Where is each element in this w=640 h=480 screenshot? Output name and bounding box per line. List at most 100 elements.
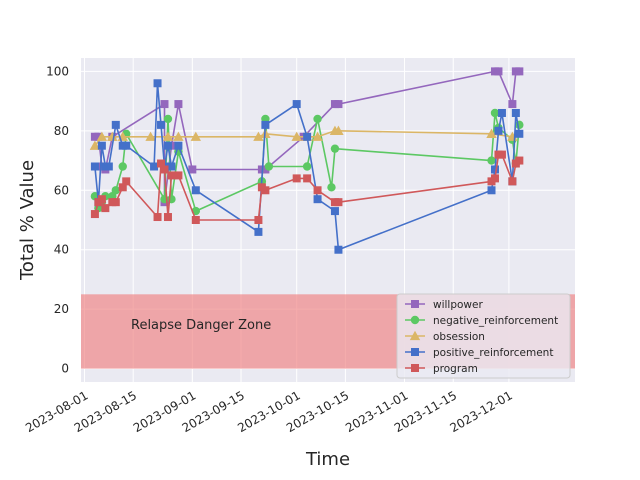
data-point-program xyxy=(334,198,343,207)
data-point-program xyxy=(191,216,200,224)
data-point-positive_reinforcement xyxy=(497,108,506,117)
legend-entry-obsession: obsession xyxy=(433,331,485,343)
legend-entry-positive_reinforcement: positive_reinforcement xyxy=(433,347,553,359)
series-layer xyxy=(89,67,524,254)
legend-entry-program: program xyxy=(433,363,478,375)
data-point-willpower xyxy=(188,165,197,174)
data-point-willpower xyxy=(508,100,517,109)
data-point-program xyxy=(292,174,301,183)
x-tick-label: 2023-12-01 xyxy=(447,388,514,435)
data-point-negative_reinforcement xyxy=(327,183,336,192)
data-point-positive_reinforcement xyxy=(97,141,106,150)
data-point-program xyxy=(515,156,524,165)
data-point-obsession xyxy=(107,131,118,141)
data-point-program xyxy=(303,174,312,183)
data-point-negative_reinforcement xyxy=(313,114,322,124)
data-point-obsession xyxy=(89,140,101,150)
data-point-negative_reinforcement xyxy=(118,162,127,171)
danger-zone-label: Relapse Danger Zone xyxy=(131,318,271,333)
data-point-program xyxy=(508,177,517,186)
data-point-positive_reinforcement xyxy=(511,108,520,117)
data-point-positive_reinforcement xyxy=(167,162,176,171)
data-point-negative_reinforcement xyxy=(111,186,120,195)
data-point-positive_reinforcement xyxy=(261,120,270,129)
data-point-willpower xyxy=(174,100,183,109)
data-point-obsession xyxy=(291,131,302,141)
data-point-program xyxy=(153,213,162,222)
legend-box xyxy=(396,293,571,379)
data-point-willpower xyxy=(261,165,270,174)
y-tick-label: 40 xyxy=(54,243,69,257)
data-point-program xyxy=(101,204,110,213)
legend-marker-negative_reinforcement xyxy=(410,315,420,325)
data-point-obsession xyxy=(96,131,108,141)
data-point-program xyxy=(490,174,499,183)
data-point-willpower xyxy=(94,132,103,141)
data-point-negative_reinforcement xyxy=(163,114,173,124)
data-point-obsession xyxy=(312,131,323,141)
y-axis-label: Total % Value xyxy=(17,160,38,281)
legend-marker-willpower xyxy=(411,300,419,308)
data-point-negative_reinforcement xyxy=(302,162,312,171)
data-point-positive_reinforcement xyxy=(157,120,166,129)
data-point-positive_reinforcement xyxy=(90,162,99,171)
data-point-program xyxy=(261,186,270,195)
y-tick-label: 20 xyxy=(54,302,69,316)
data-point-willpower xyxy=(494,67,503,76)
data-point-obsession xyxy=(253,131,264,141)
data-point-program xyxy=(90,210,99,219)
data-point-positive_reinforcement xyxy=(303,132,312,141)
data-point-positive_reinforcement xyxy=(191,186,200,195)
data-point-negative_reinforcement xyxy=(264,162,274,171)
data-point-positive_reinforcement xyxy=(163,141,172,150)
data-point-positive_reinforcement xyxy=(122,141,131,150)
data-point-obsession xyxy=(162,131,174,141)
y-tick-label: 100 xyxy=(46,64,69,78)
y-tick-label: 80 xyxy=(54,124,69,138)
data-point-positive_reinforcement xyxy=(515,129,524,138)
data-point-positive_reinforcement xyxy=(313,195,322,204)
data-point-negative_reinforcement xyxy=(487,156,496,165)
legend-marker-positive_reinforcement xyxy=(411,348,419,356)
y-tick-label: 0 xyxy=(61,362,69,376)
data-point-willpower xyxy=(160,100,169,109)
data-point-positive_reinforcement xyxy=(150,162,159,171)
series-program xyxy=(90,150,524,224)
data-point-obsession xyxy=(486,128,497,138)
data-point-program xyxy=(497,150,506,159)
data-point-program xyxy=(313,186,322,195)
x-axis-label: Time xyxy=(305,449,350,470)
data-point-obsession xyxy=(145,131,156,141)
data-point-willpower xyxy=(515,67,524,76)
data-point-positive_reinforcement xyxy=(494,126,503,135)
legend-marker-obsession xyxy=(409,330,421,341)
data-point-program xyxy=(174,171,183,180)
data-point-positive_reinforcement xyxy=(292,100,301,109)
data-point-negative_reinforcement xyxy=(490,108,500,118)
data-point-positive_reinforcement xyxy=(334,245,343,254)
legend: willpower negative_reinforcement obsession… xyxy=(396,293,571,379)
data-point-program xyxy=(118,183,127,192)
data-point-positive_reinforcement xyxy=(153,79,162,88)
y-tick-label: 60 xyxy=(54,183,69,197)
data-point-positive_reinforcement xyxy=(487,186,496,195)
data-point-program xyxy=(122,177,131,186)
data-point-program xyxy=(167,171,176,180)
series-line-positive_reinforcement xyxy=(94,82,521,251)
legend-entry-negative_reinforcement: negative_reinforcement xyxy=(433,315,558,327)
legend-entry-willpower: willpower xyxy=(433,299,483,311)
data-point-obsession xyxy=(190,131,202,141)
data-point-program xyxy=(97,195,106,204)
data-point-obsession xyxy=(173,131,184,141)
data-point-program xyxy=(111,198,120,207)
data-point-obsession xyxy=(333,125,344,135)
data-point-program xyxy=(157,159,166,168)
data-point-negative_reinforcement xyxy=(515,120,524,130)
data-point-program xyxy=(254,216,263,224)
data-point-positive_reinforcement xyxy=(254,227,263,236)
data-point-negative_reinforcement xyxy=(330,144,340,153)
data-point-positive_reinforcement xyxy=(111,120,120,129)
data-point-positive_reinforcement xyxy=(174,141,183,150)
data-point-positive_reinforcement xyxy=(330,207,339,216)
